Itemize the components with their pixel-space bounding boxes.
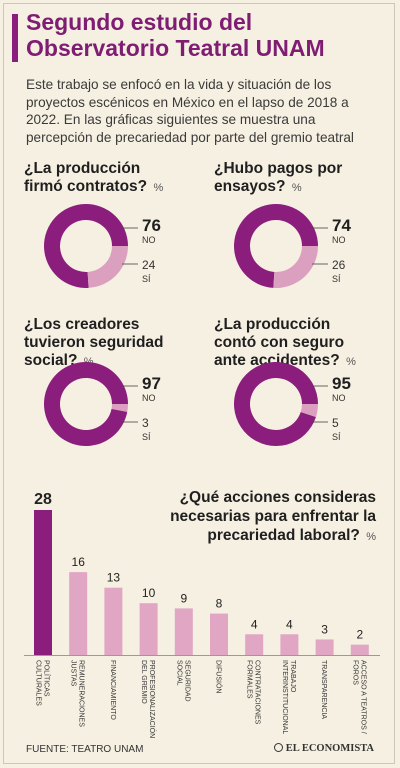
donut-label-si: SÍ xyxy=(142,274,151,284)
donut-chart-accident-insurance: ¿La producción contó con seguro ante acc… xyxy=(214,316,394,476)
donut-ring xyxy=(234,204,328,288)
donut-title-line: ¿Hubo pagos por xyxy=(214,160,343,177)
donut-value-no: 95 xyxy=(332,374,351,393)
donut-label-no: NO xyxy=(142,393,156,403)
donut-title: ¿Hubo pagos por ensayos? % xyxy=(214,160,394,197)
donut-title-line: social? xyxy=(24,352,78,369)
donut-slice-si xyxy=(273,246,318,288)
donut-title-line: ante accidentes? xyxy=(214,352,340,369)
donut-chart-social-security: ¿Los creadores tuvieron seguridad social… xyxy=(24,316,204,476)
donut-label-no: NO xyxy=(332,393,346,403)
brand-logo-icon xyxy=(273,743,283,752)
percent-unit: % xyxy=(291,182,302,194)
donut-title-line: ensayos? xyxy=(214,178,286,195)
donut-slice-no xyxy=(44,204,128,288)
donut-label-si: SÍ xyxy=(142,432,151,442)
donut-title-line: contó con seguro xyxy=(214,334,345,351)
percent-unit: % xyxy=(366,531,376,543)
donut-value-si: 5 xyxy=(332,416,339,430)
donut-chart-rehearsal-pay: ¿Hubo pagos por ensayos? % 74 NO 26 SÍ xyxy=(214,160,394,300)
donut-slice-si xyxy=(111,404,128,412)
donut-title-line: tuvieron seguridad xyxy=(24,334,164,351)
bar-chart-baseline xyxy=(24,655,380,656)
donut-title-line: ¿La producción xyxy=(214,316,331,333)
publisher-brand: EL ECONOMISTA xyxy=(273,743,374,754)
bar-chart-title: ¿Qué acciones consideras necesarias para… xyxy=(136,488,376,547)
donut-chart-contracts: ¿La producción firmó contratos? % 76 NO 24… xyxy=(24,160,204,300)
donut-value-si: 24 xyxy=(142,258,156,272)
percent-unit: % xyxy=(83,356,94,368)
donut-title: ¿La producción contó con seguro ante acc… xyxy=(214,316,394,371)
title-line-1: Segundo estudio del xyxy=(26,9,253,35)
donut-value-no: 97 xyxy=(142,374,161,393)
donut-label-si: SÍ xyxy=(332,274,341,284)
percent-unit: % xyxy=(346,356,356,368)
donut-value-no: 74 xyxy=(332,216,351,235)
intro-paragraph: Este trabajo se enfocó en la vida y situ… xyxy=(26,77,354,145)
donut-slice-no xyxy=(44,362,128,446)
donut-label-si: SÍ xyxy=(332,432,341,442)
donut-value-si: 26 xyxy=(332,258,346,272)
title-accent-bar xyxy=(12,14,18,62)
donut-slice-no xyxy=(234,204,318,288)
title-line-2: Observatorio Teatral UNAM xyxy=(26,35,325,61)
donut-label-no: NO xyxy=(332,235,346,245)
donut-title-line: firmó contratos? xyxy=(24,178,148,195)
donut-title: ¿La producción firmó contratos? % xyxy=(24,160,204,197)
percent-unit: % xyxy=(153,182,164,194)
donut-ring xyxy=(44,204,138,288)
bar-title-line: ¿Qué acciones consideras xyxy=(179,489,376,506)
donut-value-si: 3 xyxy=(142,416,149,430)
donut-ring xyxy=(234,362,328,446)
source-note: FUENTE: TEATRO UNAM xyxy=(26,744,144,755)
donut-value-no: 76 xyxy=(142,216,161,235)
donut-slice-si xyxy=(87,246,128,288)
brand-name: EL ECONOMISTA xyxy=(285,743,374,754)
bar-title-line: precariedad laboral? xyxy=(207,527,360,544)
donut-title-line: ¿Los creadores xyxy=(24,316,140,333)
donut-slice-no xyxy=(234,362,318,446)
donut-slice-si xyxy=(300,404,318,417)
page-title: Segundo estudio del Observatorio Teatral… xyxy=(26,9,386,61)
donut-ring xyxy=(44,362,138,446)
bar-title-line: necesarias para enfrentar la xyxy=(170,508,376,525)
donut-label-no: NO xyxy=(142,235,156,245)
donut-title-line: ¿La producción xyxy=(24,160,141,177)
donut-title: ¿Los creadores tuvieron seguridad social… xyxy=(24,316,204,371)
infographic-frame xyxy=(3,3,395,764)
